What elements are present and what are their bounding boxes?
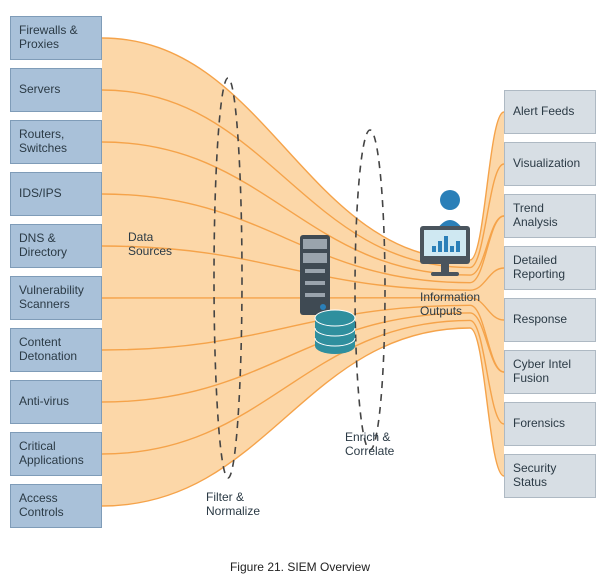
- label-filter_norm: Filter & Normalize: [206, 490, 260, 518]
- label-info_outputs: Information Outputs: [420, 290, 480, 318]
- source-box-9: Access Controls: [10, 484, 102, 528]
- source-box-6: Content Detonation: [10, 328, 102, 372]
- server-icon: [300, 235, 330, 315]
- output-box-2: Trend Analysis: [504, 194, 596, 238]
- source-box-3: IDS/IPS: [10, 172, 102, 216]
- source-box-4: DNS & Directory: [10, 224, 102, 268]
- output-box-7: Security Status: [504, 454, 596, 498]
- siem-overview-diagram: { "figure": { "caption": "Figure 21. SIE…: [0, 0, 600, 577]
- source-box-1: Servers: [10, 68, 102, 112]
- source-box-7: Anti-virus: [10, 380, 102, 424]
- label-data_sources: Data Sources: [128, 230, 172, 258]
- source-box-2: Routers, Switches: [10, 120, 102, 164]
- source-box-8: Critical Applications: [10, 432, 102, 476]
- source-box-5: Vulnerability Scanners: [10, 276, 102, 320]
- output-box-5: Cyber Intel Fusion: [504, 350, 596, 394]
- database-icon: [315, 310, 355, 354]
- output-box-0: Alert Feeds: [504, 90, 596, 134]
- label-enrich_corr: Enrich & Correlate: [345, 430, 394, 458]
- output-box-4: Response: [504, 298, 596, 342]
- output-box-1: Visualization: [504, 142, 596, 186]
- output-box-3: Detailed Reporting: [504, 246, 596, 290]
- source-box-0: Firewalls & Proxies: [10, 16, 102, 60]
- output-box-6: Forensics: [504, 402, 596, 446]
- figure-caption: Figure 21. SIEM Overview: [0, 560, 600, 574]
- user-monitor-icon: [420, 190, 470, 276]
